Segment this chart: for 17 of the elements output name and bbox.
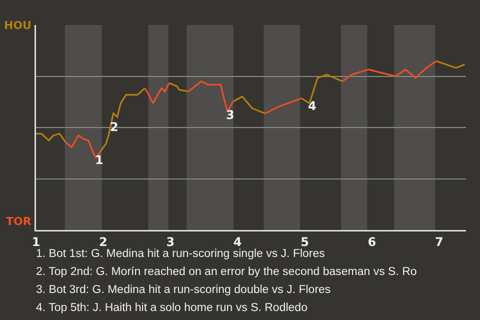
x-tick-label: 6 [368, 234, 376, 249]
text: HOU [4, 19, 32, 32]
x-tick-label: 7 [434, 234, 444, 249]
text: 3. Bot 3rd: G. Medina hit a run-scoring double vs J. Flores [36, 284, 331, 296]
text: 2. Top 2nd: G. Morín reached on an error by the second baseman vs S. Ro [36, 266, 417, 278]
annotation: 2 [110, 120, 118, 134]
x-tick-label: 3 [166, 234, 175, 249]
text: TOR [6, 215, 32, 228]
x-tick-label: 4 [233, 234, 242, 249]
x-tick-label: 5 [300, 234, 309, 249]
text: 4. Top 5th: J. Haith hit a solo home run vs S. Rodledo [36, 302, 308, 314]
annotation: 1 [95, 153, 104, 167]
x-tick-label: 2 [99, 234, 108, 249]
annotation: 4 [308, 99, 316, 113]
annotation: 3 [226, 108, 234, 122]
text: 1. Bot 1st: G. Medina hit a run-scoring single vs J. Flores [36, 248, 326, 260]
x-tick-label: 1 [32, 234, 40, 249]
